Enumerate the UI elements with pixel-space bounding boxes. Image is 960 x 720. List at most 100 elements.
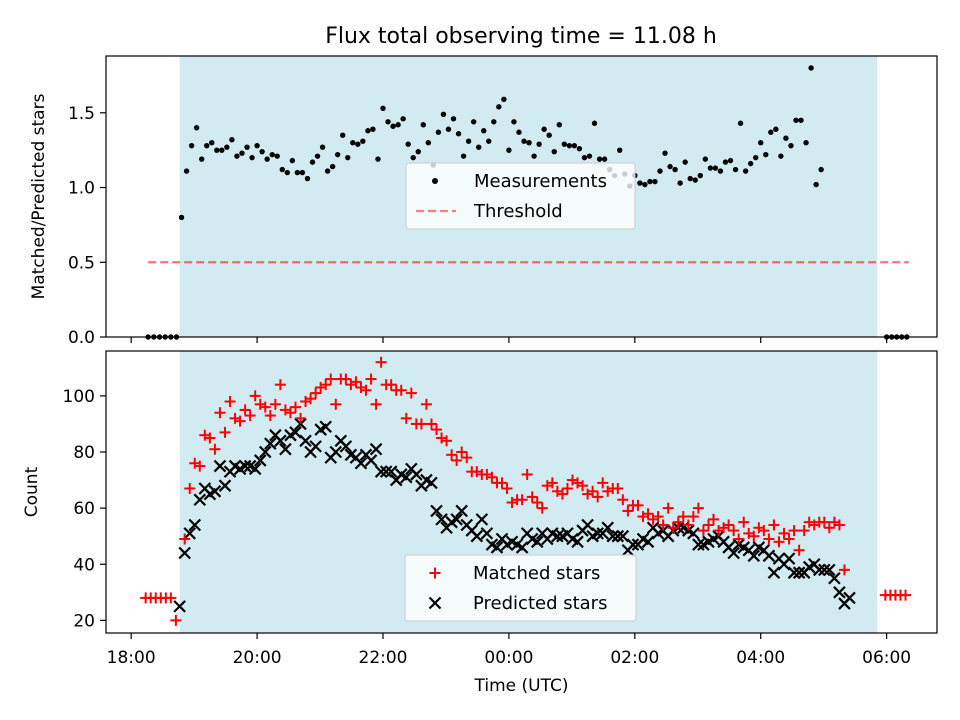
matched-point — [561, 482, 573, 494]
measurement-point — [219, 147, 225, 153]
matched-point — [697, 525, 709, 537]
measurement-point — [249, 154, 255, 161]
matched-point — [768, 519, 780, 531]
measurement-point — [259, 148, 265, 155]
measurement-point — [188, 142, 195, 149]
top-panel: 0.0 0.5 1.0 1.5 Matched/Predicted stars Mea… — [29, 55, 938, 348]
matched-point — [728, 525, 740, 537]
predicted-point — [787, 566, 801, 579]
measurement-point — [355, 141, 361, 147]
bottom-matched-points — [140, 356, 912, 626]
legend-threshold-label: Threshold — [473, 201, 563, 222]
measurement-point — [647, 178, 653, 185]
legend-measurements-marker — [432, 178, 438, 184]
measurement-point — [491, 119, 497, 125]
y-tick-label: 0.0 — [68, 328, 95, 348]
matched-point — [451, 454, 463, 466]
matched-point — [577, 480, 589, 492]
measurement-point — [516, 129, 522, 135]
matched-point — [823, 522, 835, 534]
legend-x-glyph — [428, 596, 442, 610]
matched-point — [798, 525, 810, 537]
measurement-point — [450, 116, 457, 122]
matched-point — [274, 379, 286, 391]
matched-point — [536, 502, 548, 514]
measurement-point — [717, 168, 724, 174]
measurement-point — [662, 150, 668, 156]
legend-predicted-marker — [428, 596, 442, 610]
x-tick-label: 04:00 — [736, 648, 785, 668]
matched-point — [400, 412, 412, 424]
measurement-point — [637, 180, 643, 186]
top-y-axis-label: Matched/Predicted stars — [29, 93, 49, 299]
predicted-point — [687, 527, 700, 540]
predicted-point — [319, 420, 332, 434]
measurement-point — [470, 119, 477, 125]
predicted-point — [450, 513, 463, 526]
predicted-point — [299, 434, 312, 448]
bottom-predicted-points — [173, 417, 856, 613]
measurement-point — [415, 148, 421, 155]
measurement-point — [440, 111, 447, 117]
measurement-point — [521, 138, 527, 144]
predicted-point — [823, 563, 836, 577]
matched-point — [793, 544, 805, 556]
matched-point — [224, 396, 236, 408]
predicted-point — [792, 566, 806, 579]
measurement-point — [345, 154, 351, 161]
matched-point — [165, 592, 177, 604]
measurement-point — [279, 166, 285, 173]
legend-matched-label: Matched stars — [473, 563, 600, 584]
predicted-point — [767, 566, 781, 579]
matched-point — [900, 589, 912, 601]
matched-point — [244, 410, 256, 422]
matched-point — [234, 415, 246, 427]
matched-point — [778, 527, 790, 539]
measurement-point — [390, 123, 396, 129]
measurement-point — [813, 181, 819, 188]
measurement-point — [808, 65, 814, 71]
predicted-point — [455, 504, 468, 518]
measurement-point — [435, 129, 442, 135]
measurement-point — [229, 137, 235, 143]
bottom-legend: Matched stars Predicted stars — [404, 554, 637, 622]
matched-point — [305, 393, 317, 405]
matched-point — [385, 379, 397, 391]
predicted-point — [490, 541, 504, 554]
predicted-point — [762, 549, 776, 563]
measurement-point — [758, 139, 764, 146]
y-tick-label: 20 — [73, 611, 95, 631]
bottom-plot-frame — [105, 350, 938, 634]
matched-point — [284, 407, 296, 419]
measurement-point — [657, 168, 663, 174]
predicted-point — [475, 513, 489, 526]
matched-point — [677, 511, 689, 523]
top-plot-frame — [105, 55, 938, 338]
predicted-point — [828, 572, 841, 585]
measurement-point — [319, 144, 326, 150]
y-tick-label: 80 — [73, 443, 95, 463]
matched-point — [340, 373, 352, 385]
matched-point — [420, 398, 432, 410]
measurement-point — [576, 145, 583, 152]
measurement-point — [375, 156, 381, 162]
measurement-point — [707, 165, 714, 171]
predicted-point — [430, 504, 443, 518]
measurement-point — [365, 128, 371, 134]
matched-point — [425, 418, 437, 430]
measurement-point — [183, 168, 190, 174]
measurement-point — [284, 169, 291, 176]
y-tick-label: 0.5 — [68, 253, 95, 273]
measurement-point — [727, 157, 734, 164]
measurement-point — [747, 160, 754, 167]
predicted-point — [551, 529, 564, 543]
predicted-point — [530, 535, 544, 549]
y-tick-label: 1.0 — [68, 179, 95, 199]
matched-point — [692, 502, 704, 514]
predicted-point — [747, 549, 761, 563]
matched-point — [184, 482, 196, 494]
matched-point — [170, 614, 182, 626]
measurement-point — [425, 139, 432, 146]
matched-point — [682, 519, 694, 531]
predicted-point — [515, 541, 529, 554]
